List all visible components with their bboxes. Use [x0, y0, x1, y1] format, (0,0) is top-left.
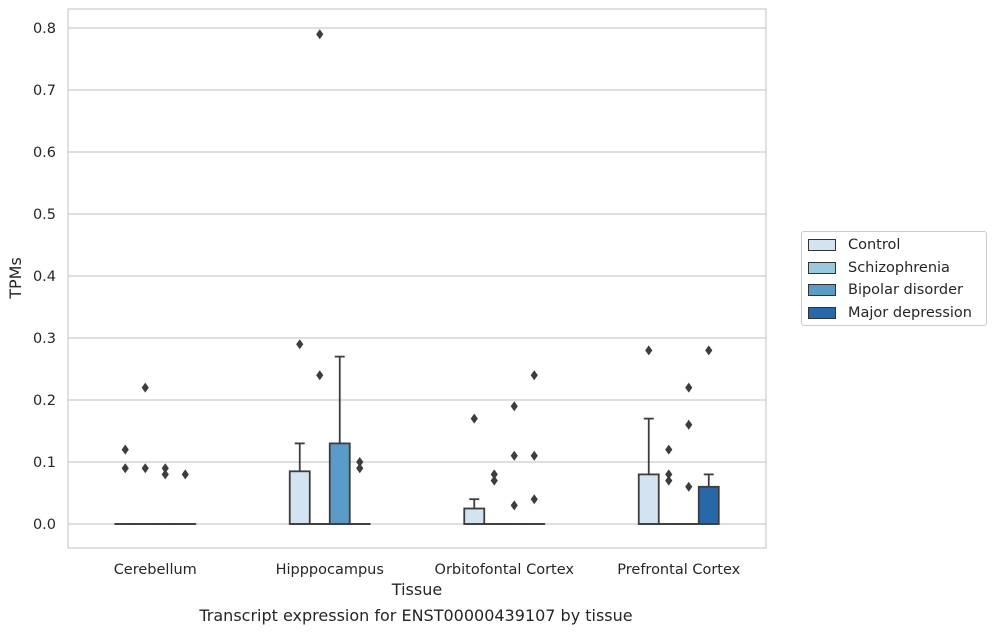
outlier-point — [490, 469, 498, 480]
grid-lines — [68, 27, 766, 525]
outlier-point — [316, 29, 324, 40]
box-cerebellum-major-depression — [174, 469, 197, 525]
y-tick-label: 0.8 — [33, 21, 56, 37]
box-hipppocampus-schizophrenia — [308, 29, 331, 525]
y-tick-label: 0.1 — [33, 455, 56, 471]
outlier-point — [510, 450, 518, 461]
chart-legend: Control Schizophrenia Bipolar disorder M… — [801, 231, 987, 326]
outlier-point — [685, 382, 693, 393]
legend-label-schizophrenia: Schizophrenia — [848, 260, 950, 276]
box-hipppocampus-control — [288, 339, 311, 525]
y-axis-label: TPMs — [6, 257, 25, 300]
outlier-point — [705, 345, 713, 356]
box-cerebellum-control — [114, 444, 137, 525]
outlier-point — [356, 457, 364, 467]
y-tick-label: 0.7 — [33, 83, 56, 99]
box-prefrontal-cortex-bipolar-disorder — [677, 382, 700, 525]
outlier-point — [665, 469, 673, 480]
x-tick-label: Orbitofontal Cortex — [435, 562, 575, 578]
legend-label-major-depression: Major depression — [848, 305, 972, 321]
box-prefrontal-cortex-major-depression — [697, 345, 720, 525]
legend-label-bipolar-disorder: Bipolar disorder — [848, 282, 963, 298]
legend-item-major-depression: Major depression — [808, 303, 972, 323]
box-prefrontal-cortex-control — [637, 345, 660, 525]
legend-swatch-control — [808, 239, 836, 251]
box-rect — [328, 442, 351, 525]
outlier-point — [490, 475, 498, 486]
legend-swatch-schizophrenia — [808, 262, 836, 274]
plot-frame — [67, 8, 767, 549]
box-rect — [697, 485, 720, 525]
legend-swatch-bipolar-disorder — [808, 284, 836, 296]
outlier-point — [316, 370, 324, 381]
box-orbitofontal-cortex-schizophrenia — [483, 469, 506, 525]
box-rect — [463, 507, 486, 525]
outlier-point — [530, 450, 538, 461]
x-tick-label: Cerebellum — [114, 562, 197, 578]
outlier-point — [470, 413, 478, 424]
y-tick-label: 0.2 — [33, 393, 56, 409]
y-tick-label: 0.5 — [33, 207, 56, 223]
y-tick-label: 0.3 — [33, 331, 56, 347]
x-axis-label: Tissue — [391, 580, 442, 599]
x-tick-label: Prefrontal Cortex — [617, 562, 740, 578]
outlier-point — [161, 463, 169, 474]
box-rect — [637, 473, 660, 525]
box-orbitofontal-cortex-bipolar-disorder — [503, 401, 526, 525]
outlier-point — [530, 370, 538, 381]
outlier-point — [121, 444, 129, 455]
outlier-point — [665, 444, 673, 455]
outlier-point — [665, 475, 673, 486]
box-prefrontal-cortex-schizophrenia — [657, 444, 680, 525]
boxes — [114, 29, 720, 525]
outlier-point — [685, 481, 693, 492]
legend-item-control: Control — [808, 235, 900, 255]
box-cerebellum-schizophrenia — [134, 382, 157, 525]
legend-swatch-major-depression — [808, 307, 836, 319]
y-tick-label: 0.4 — [33, 269, 56, 285]
x-tick-label: Hipppocampus — [276, 562, 384, 578]
outlier-point — [181, 469, 189, 480]
box-orbitofontal-cortex-control — [463, 413, 486, 525]
outlier-point — [510, 500, 518, 511]
y-tick-label: 0.6 — [33, 145, 56, 161]
outlier-point — [161, 469, 169, 480]
outlier-point — [530, 494, 538, 505]
outlier-point — [510, 401, 518, 412]
legend-item-bipolar-disorder: Bipolar disorder — [808, 280, 963, 300]
chart-caption: Transcript expression for ENST0000043910… — [199, 606, 633, 625]
outlier-point — [141, 463, 149, 474]
legend-label-control: Control — [848, 237, 901, 253]
box-orbitofontal-cortex-major-depression — [523, 370, 546, 525]
outlier-point — [645, 345, 653, 356]
box-rect — [288, 470, 311, 525]
box-cerebellum-bipolar-disorder — [154, 463, 177, 525]
outlier-point — [356, 463, 364, 474]
box-hipppocampus-bipolar-disorder — [328, 355, 351, 525]
outlier-point — [121, 463, 129, 474]
outlier-point — [685, 419, 693, 430]
y-tick-label: 0.0 — [33, 517, 56, 533]
outlier-point — [296, 339, 304, 350]
y-tick-labels: 0.0 0.1 0.2 0.3 0.4 0.5 0.6 0.7 0.8 — [33, 21, 56, 533]
legend-item-schizophrenia: Schizophrenia — [808, 258, 950, 278]
x-tick-labels: Cerebellum Hipppocampus Orbitofontal Corte… — [114, 562, 741, 578]
box-hipppocampus-major-depression — [348, 457, 371, 525]
outlier-point — [141, 382, 149, 393]
